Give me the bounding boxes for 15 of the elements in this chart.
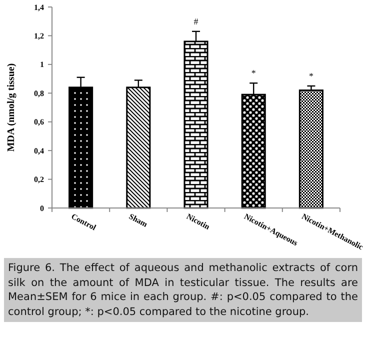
y-tick-label: 0,8 [34, 88, 44, 98]
y-tick-label: 1,4 [34, 2, 44, 12]
annotation: * [251, 68, 256, 78]
bar [298, 90, 324, 209]
y-axis-title: MDA (nmol/g tissue) [6, 63, 17, 152]
y-tick-label: 1 [40, 60, 44, 70]
y-tick-label: 0,4 [34, 146, 44, 156]
y-tick-label: 0 [40, 204, 44, 213]
x-tick-label: Sham [127, 212, 150, 230]
annotation: # [194, 16, 199, 27]
y-tick-label: 0,2 [34, 175, 44, 184]
caption: Figure 6. The effect of aqueous and methanolic extracts of corn silk on the amount of MDA in testicular tissue. The results are Mean±SEM for 6 mice in each group. #: p<0.05 compared to the control group; *: p<0.05 compared to the nicotine group. [8, 261, 358, 319]
y-tick-label: 0,6 [34, 118, 44, 127]
annotation: * [308, 71, 314, 82]
y-tick-label: 1,2 [34, 32, 44, 41]
